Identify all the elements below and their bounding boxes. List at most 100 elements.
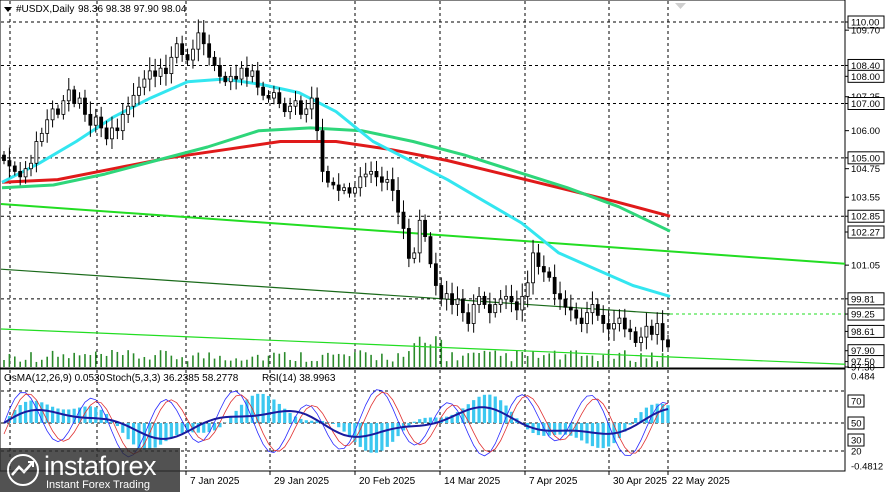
candle-body <box>580 318 583 323</box>
candle-body <box>100 117 103 128</box>
candle-body <box>299 101 302 115</box>
candle-body <box>542 266 545 271</box>
candle-body <box>526 283 529 297</box>
main-pane <box>0 0 845 368</box>
candle-body <box>245 68 248 76</box>
candle-body <box>116 128 119 131</box>
indicator-label: -0.4812 <box>851 462 883 473</box>
candle-body <box>197 33 200 49</box>
candle-body <box>267 95 270 98</box>
indicator-label: 20 <box>851 447 862 458</box>
osma-bar <box>262 394 265 423</box>
candle-body <box>218 65 221 76</box>
candle-body <box>35 142 38 164</box>
osma-bar <box>310 421 313 423</box>
date-label: 29 Jan 2025 <box>274 476 329 487</box>
osma-bar <box>305 420 308 423</box>
candle-body <box>559 294 562 299</box>
price-label: 99.25 <box>851 310 875 321</box>
osma-bar <box>229 417 232 423</box>
osma-bar <box>337 423 340 427</box>
osma-bar <box>159 423 162 445</box>
candle-body <box>137 87 140 95</box>
candle-body <box>537 253 540 267</box>
candle-body <box>19 171 22 176</box>
price-label: 102.85 <box>851 212 880 223</box>
candle-body <box>262 87 265 95</box>
osma-bar <box>423 418 426 423</box>
candle-body <box>434 264 437 286</box>
ohlc-label: 98.36 98.38 97.90 98.04 <box>78 4 187 15</box>
candle-body <box>591 305 594 313</box>
osma-bar <box>170 423 173 438</box>
osma-bar <box>342 423 345 432</box>
osma-bar <box>386 423 389 447</box>
osma-bar <box>240 405 243 423</box>
osma-bar <box>467 404 470 423</box>
candle-body <box>407 228 410 258</box>
osma-bar <box>629 423 632 425</box>
candle-body <box>586 313 589 324</box>
candle-body <box>413 253 416 258</box>
candle-body <box>3 155 6 160</box>
candle-body <box>229 76 232 81</box>
price-axis: 110.00109.70108.40108.00107.25107.00106.… <box>845 16 884 374</box>
candle-body <box>472 305 475 324</box>
candle-body <box>445 294 448 299</box>
price-label: 103.55 <box>851 193 880 204</box>
candle-body <box>602 315 605 323</box>
price-label: 104.75 <box>851 164 880 175</box>
osma-bar <box>369 423 372 453</box>
candle-body <box>488 305 491 313</box>
osma-bar <box>391 423 394 442</box>
candle-body <box>348 188 351 193</box>
candle-body <box>289 106 292 111</box>
candle-body <box>483 296 486 304</box>
osma-bar <box>51 407 54 423</box>
indicator-label: 70 <box>851 397 862 408</box>
candle-body <box>370 171 373 174</box>
candle-body <box>429 237 432 264</box>
candle-body <box>316 98 319 131</box>
osma-bar <box>154 423 157 448</box>
osma-bar <box>591 423 594 446</box>
osma-bar <box>596 423 599 448</box>
candle-body <box>391 180 394 191</box>
candle-body <box>386 180 389 183</box>
candle-body <box>170 57 173 73</box>
rsi-label: RSI(14) 38.9963 <box>262 373 336 384</box>
candle-body <box>332 182 335 185</box>
candle-body <box>634 332 637 343</box>
osma-bar <box>35 401 38 423</box>
date-label: 14 Mar 2025 <box>444 476 501 487</box>
osma-bar <box>602 423 605 448</box>
candle-body <box>305 109 308 114</box>
candle-body <box>164 68 167 73</box>
candle-body <box>326 171 329 182</box>
candle-body <box>278 93 281 104</box>
candle-body <box>148 71 151 79</box>
candle-body <box>656 324 659 335</box>
candle-body <box>461 299 464 313</box>
osma-bar <box>289 413 292 423</box>
candle-body <box>175 44 178 58</box>
osma-bar <box>94 407 97 423</box>
candle-body <box>650 326 653 334</box>
osma-bar <box>418 419 421 423</box>
candle-body <box>661 324 664 340</box>
stoch-label: Stoch(5,3,3) 36.2385 58.2778 <box>106 373 239 384</box>
price-label: 107.00 <box>851 99 880 110</box>
candle-body <box>186 55 189 60</box>
candle-body <box>127 106 130 114</box>
candle-body <box>505 296 508 299</box>
candle-body <box>515 302 518 310</box>
price-label: 98.61 <box>851 327 875 338</box>
osma-bar <box>332 423 335 424</box>
osma-bar <box>375 423 378 453</box>
candle-body <box>40 133 43 141</box>
candle-body <box>105 128 108 139</box>
candle-body <box>272 93 275 98</box>
osma-bar <box>553 423 556 435</box>
